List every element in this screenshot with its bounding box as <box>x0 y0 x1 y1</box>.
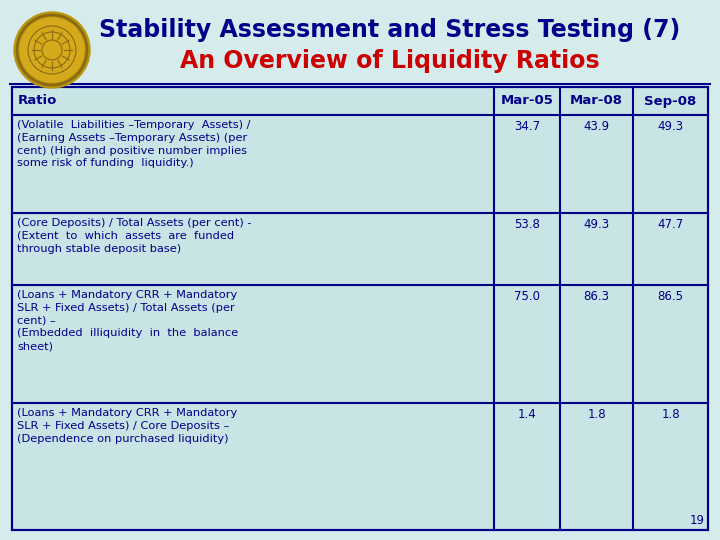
Text: (Core Deposits) / Total Assets (per cent) -
(Extent  to  which  assets  are  fun: (Core Deposits) / Total Assets (per cent… <box>17 218 251 254</box>
Text: 49.3: 49.3 <box>657 120 683 133</box>
Text: 86.3: 86.3 <box>583 290 610 303</box>
Text: An Overview of Liquidity Ratios: An Overview of Liquidity Ratios <box>180 49 600 73</box>
Text: 1.8: 1.8 <box>588 408 606 421</box>
Text: (Volatile  Liabilities –Temporary  Assets) /
(Earning Assets –Temporary Assets) : (Volatile Liabilities –Temporary Assets)… <box>17 120 251 168</box>
Text: 19: 19 <box>690 514 705 527</box>
Circle shape <box>14 12 90 88</box>
Text: 75.0: 75.0 <box>514 290 540 303</box>
Text: 53.8: 53.8 <box>514 218 540 231</box>
Text: 1.4: 1.4 <box>518 408 536 421</box>
Text: Mar-05: Mar-05 <box>500 94 554 107</box>
Text: Stability Assessment and Stress Testing (7): Stability Assessment and Stress Testing … <box>99 18 680 42</box>
Text: 49.3: 49.3 <box>583 218 610 231</box>
Text: 86.5: 86.5 <box>657 290 683 303</box>
Text: (Loans + Mandatory CRR + Mandatory
SLR + Fixed Assets) / Core Deposits –
(Depend: (Loans + Mandatory CRR + Mandatory SLR +… <box>17 408 238 443</box>
Circle shape <box>20 18 84 82</box>
Text: 1.8: 1.8 <box>661 408 680 421</box>
Text: 34.7: 34.7 <box>514 120 540 133</box>
Text: 47.7: 47.7 <box>657 218 683 231</box>
Text: Mar-08: Mar-08 <box>570 94 623 107</box>
Text: 43.9: 43.9 <box>583 120 610 133</box>
Text: (Loans + Mandatory CRR + Mandatory
SLR + Fixed Assets) / Total Assets (per
cent): (Loans + Mandatory CRR + Mandatory SLR +… <box>17 290 238 351</box>
Text: Sep-08: Sep-08 <box>644 94 697 107</box>
Text: Ratio: Ratio <box>18 94 58 107</box>
Bar <box>12 87 708 530</box>
